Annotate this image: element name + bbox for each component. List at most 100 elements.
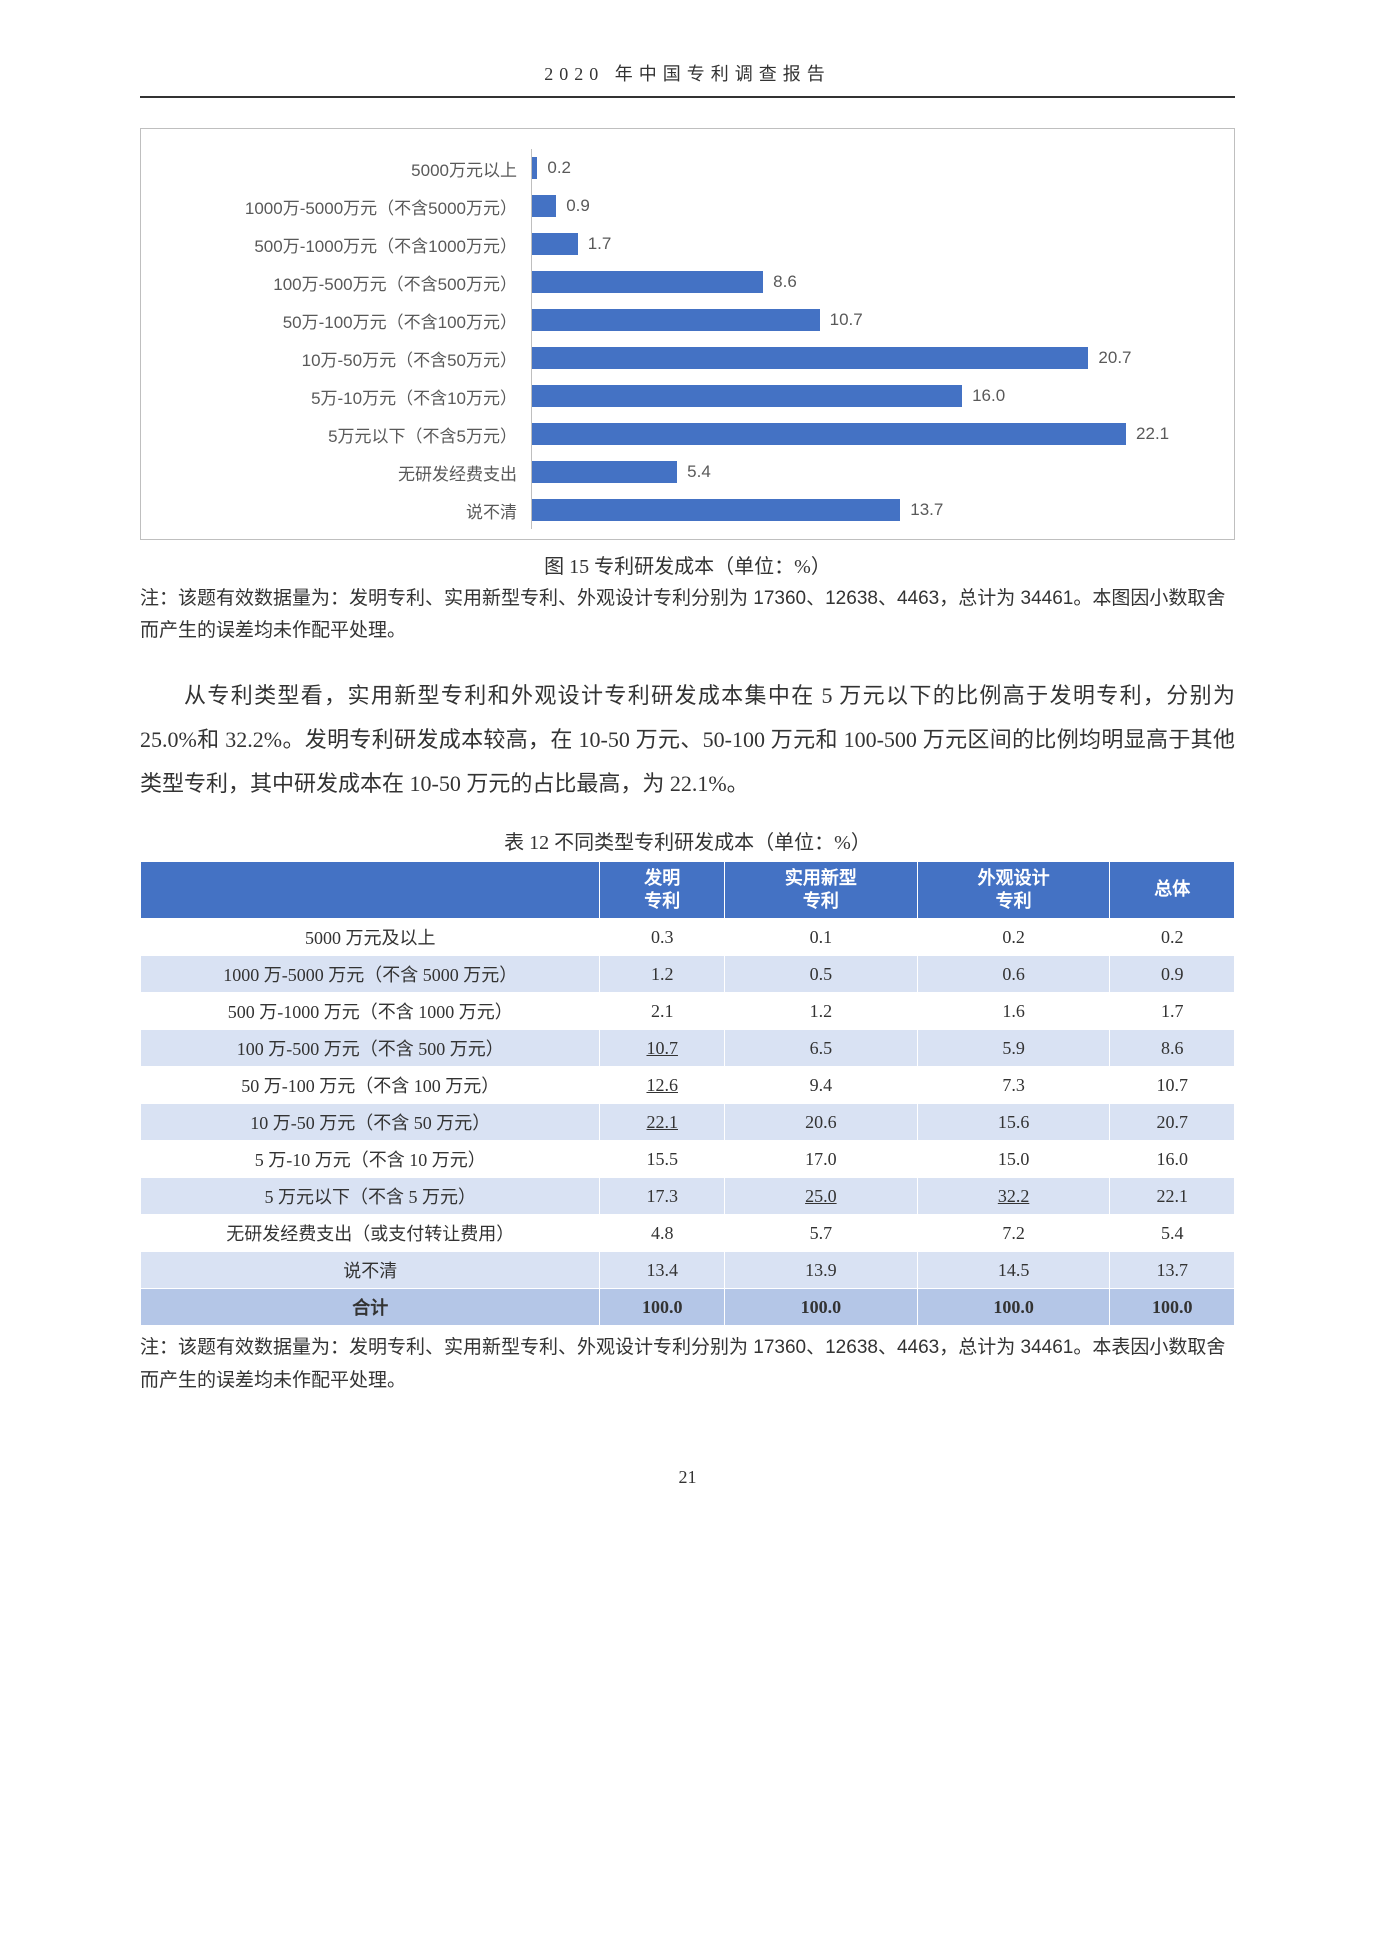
chart-track: 8.6 <box>531 263 1204 301</box>
chart-category-label: 1000万-5000万元（不含5000万元） <box>171 194 531 219</box>
chart-category-label: 说不清 <box>171 498 531 523</box>
chart-value-label: 5.4 <box>687 462 711 482</box>
table-cell: 9.4 <box>724 1067 917 1104</box>
chart-value-label: 0.2 <box>547 158 571 178</box>
table-cell: 5.4 <box>1110 1215 1235 1252</box>
chart-bar <box>532 233 578 255</box>
chart-track: 1.7 <box>531 225 1204 263</box>
data-table: 发明专利实用新型专利外观设计专利总体5000 万元及以上0.30.10.20.2… <box>140 861 1235 1327</box>
table-row: 50 万-100 万元（不含 100 万元）12.69.47.310.7 <box>141 1067 1235 1104</box>
chart-value-label: 13.7 <box>910 500 943 520</box>
table-row: 5 万-10 万元（不含 10 万元）15.517.015.016.0 <box>141 1141 1235 1178</box>
table-cell: 0.6 <box>917 956 1110 993</box>
table-note: 注：该题有效数据量为：发明专利、实用新型专利、外观设计专利分别为 17360、1… <box>140 1332 1235 1397</box>
table-cell: 13.4 <box>600 1252 725 1289</box>
table-cell: 5.7 <box>724 1215 917 1252</box>
table-cell: 10.7 <box>600 1030 725 1067</box>
chart-row: 5万元以下（不含5万元） 22.1 <box>171 415 1204 453</box>
chart-track: 22.1 <box>531 415 1204 453</box>
chart-category-label: 无研发经费支出 <box>171 460 531 485</box>
chart-value-label: 16.0 <box>972 386 1005 406</box>
chart-track: 0.9 <box>531 187 1204 225</box>
table-cell: 14.5 <box>917 1252 1110 1289</box>
table-total-label: 合计 <box>141 1289 600 1326</box>
table-cell: 13.7 <box>1110 1252 1235 1289</box>
chart-bar <box>532 461 677 483</box>
table-cell: 15.0 <box>917 1141 1110 1178</box>
table-row-label: 无研发经费支出（或支付转让费用） <box>141 1215 600 1252</box>
table-cell: 0.9 <box>1110 956 1235 993</box>
chart-track: 16.0 <box>531 377 1204 415</box>
table-cell: 6.5 <box>724 1030 917 1067</box>
body-paragraph: 从专利类型看，实用新型专利和外观设计专利研发成本集中在 5 万元以下的比例高于发… <box>140 674 1235 806</box>
table-total-cell: 100.0 <box>724 1289 917 1326</box>
table-row: 5000 万元及以上0.30.10.20.2 <box>141 919 1235 956</box>
table-cell: 1.7 <box>1110 993 1235 1030</box>
table-row: 5 万元以下（不含 5 万元）17.325.032.222.1 <box>141 1178 1235 1215</box>
table-row-label: 说不清 <box>141 1252 600 1289</box>
figure-caption: 图 15 专利研发成本（单位：%） <box>140 550 1235 579</box>
table-cell: 1.6 <box>917 993 1110 1030</box>
chart-row: 5000万元以上0.2 <box>171 149 1204 187</box>
chart-row: 10万-50万元（不含50万元） 20.7 <box>171 339 1204 377</box>
chart-value-label: 10.7 <box>830 310 863 330</box>
table-row-label: 100 万-500 万元（不含 500 万元） <box>141 1030 600 1067</box>
chart-bar <box>532 157 537 179</box>
table-row-label: 50 万-100 万元（不含 100 万元） <box>141 1067 600 1104</box>
table-row: 1000 万-5000 万元（不含 5000 万元）1.20.50.60.9 <box>141 956 1235 993</box>
table-header-cell: 发明专利 <box>600 861 725 919</box>
table-header-cell: 外观设计专利 <box>917 861 1110 919</box>
table-cell: 22.1 <box>1110 1178 1235 1215</box>
chart-category-label: 5万-10万元（不含10万元） <box>171 384 531 409</box>
chart-value-label: 22.1 <box>1136 424 1169 444</box>
table-total-cell: 100.0 <box>600 1289 725 1326</box>
chart-bar <box>532 423 1126 445</box>
table-cell: 2.1 <box>600 993 725 1030</box>
chart-bar <box>532 271 763 293</box>
table-cell: 22.1 <box>600 1104 725 1141</box>
chart-row: 500万-1000万元（不含1000万元）1.7 <box>171 225 1204 263</box>
table-row-label: 500 万-1000 万元（不含 1000 万元） <box>141 993 600 1030</box>
table-row: 说不清13.413.914.513.7 <box>141 1252 1235 1289</box>
barchart-container: 5000万元以上0.2 1000万-5000万元（不含5000万元） 0.9 500万… <box>140 128 1235 540</box>
table-row-label: 1000 万-5000 万元（不含 5000 万元） <box>141 956 600 993</box>
chart-track: 10.7 <box>531 301 1204 339</box>
table-cell: 25.0 <box>724 1178 917 1215</box>
table-cell: 10.7 <box>1110 1067 1235 1104</box>
table-caption: 表 12 不同类型专利研发成本（单位：%） <box>140 826 1235 855</box>
page-number: 21 <box>140 1467 1235 1488</box>
chart-bar <box>532 309 820 331</box>
table-cell: 1.2 <box>724 993 917 1030</box>
table-row-label: 10 万-50 万元（不含 50 万元） <box>141 1104 600 1141</box>
table-cell: 15.5 <box>600 1141 725 1178</box>
table-cell: 15.6 <box>917 1104 1110 1141</box>
chart-value-label: 1.7 <box>588 234 612 254</box>
chart-bar <box>532 385 962 407</box>
table-cell: 0.2 <box>917 919 1110 956</box>
chart-row: 50万-100万元（不含100万元）10.7 <box>171 301 1204 339</box>
chart-category-label: 5万元以下（不含5万元） <box>171 422 531 447</box>
chart-value-label: 0.9 <box>566 196 590 216</box>
table-cell: 0.3 <box>600 919 725 956</box>
chart-row: 5万-10万元（不含10万元） 16.0 <box>171 377 1204 415</box>
chart-value-label: 20.7 <box>1098 348 1131 368</box>
chart-track: 0.2 <box>531 149 1204 187</box>
table-row-label: 5000 万元及以上 <box>141 919 600 956</box>
table-row-label: 5 万元以下（不含 5 万元） <box>141 1178 600 1215</box>
table-cell: 17.3 <box>600 1178 725 1215</box>
table-header-cell: 总体 <box>1110 861 1235 919</box>
table-row-label: 5 万-10 万元（不含 10 万元） <box>141 1141 600 1178</box>
table-row: 100 万-500 万元（不含 500 万元）10.76.55.98.6 <box>141 1030 1235 1067</box>
chart-track: 13.7 <box>531 491 1204 529</box>
table-cell: 4.8 <box>600 1215 725 1252</box>
figure-note: 注：该题有效数据量为：发明专利、实用新型专利、外观设计专利分别为 17360、1… <box>140 583 1235 648</box>
table-header-cell: 实用新型专利 <box>724 861 917 919</box>
table-cell: 12.6 <box>600 1067 725 1104</box>
chart-bar <box>532 499 900 521</box>
table-cell: 17.0 <box>724 1141 917 1178</box>
table-cell: 7.2 <box>917 1215 1110 1252</box>
table-cell: 13.9 <box>724 1252 917 1289</box>
chart-category-label: 10万-50万元（不含50万元） <box>171 346 531 371</box>
table-cell: 0.5 <box>724 956 917 993</box>
chart-track: 20.7 <box>531 339 1204 377</box>
